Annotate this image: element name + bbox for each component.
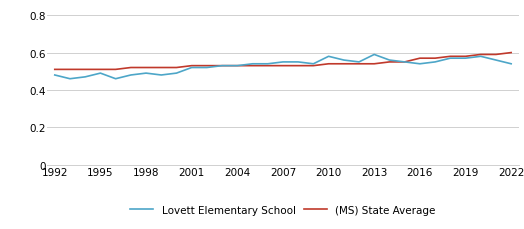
(MS) State Average <box>189 65 195 68</box>
Lovett Elementary School <box>128 74 134 77</box>
Lovett Elementary School <box>310 63 316 66</box>
(MS) State Average <box>265 65 271 68</box>
Lovett Elementary School <box>97 72 104 75</box>
(MS) State Average <box>204 65 210 68</box>
(MS) State Average <box>128 67 134 70</box>
(MS) State Average <box>371 63 377 66</box>
(MS) State Average <box>493 54 499 57</box>
(MS) State Average <box>67 69 73 71</box>
Lovett Elementary School <box>67 78 73 81</box>
(MS) State Average <box>234 65 241 68</box>
(MS) State Average <box>462 56 468 58</box>
Legend: Lovett Elementary School, (MS) State Average: Lovett Elementary School, (MS) State Ave… <box>130 205 435 215</box>
(MS) State Average <box>219 65 225 68</box>
(MS) State Average <box>386 61 392 64</box>
Lovett Elementary School <box>432 61 438 64</box>
(MS) State Average <box>341 63 347 66</box>
Lovett Elementary School <box>477 56 484 58</box>
Lovett Elementary School <box>401 61 408 64</box>
Lovett Elementary School <box>204 67 210 70</box>
(MS) State Average <box>280 65 286 68</box>
Lovett Elementary School <box>325 56 332 58</box>
(MS) State Average <box>173 67 180 70</box>
(MS) State Average <box>325 63 332 66</box>
Lovett Elementary School <box>447 57 453 60</box>
(MS) State Average <box>143 67 149 70</box>
(MS) State Average <box>447 56 453 58</box>
Lovett Elementary School <box>371 54 377 57</box>
(MS) State Average <box>249 65 256 68</box>
Lovett Elementary School <box>280 61 286 64</box>
(MS) State Average <box>82 69 89 71</box>
Lovett Elementary School <box>356 61 362 64</box>
(MS) State Average <box>158 67 165 70</box>
Lovett Elementary School <box>52 74 58 77</box>
(MS) State Average <box>432 57 438 60</box>
(MS) State Average <box>508 52 514 55</box>
(MS) State Average <box>401 61 408 64</box>
(MS) State Average <box>417 57 423 60</box>
(MS) State Average <box>310 65 316 68</box>
Lovett Elementary School <box>295 61 301 64</box>
(MS) State Average <box>52 69 58 71</box>
Lovett Elementary School <box>493 59 499 62</box>
Lovett Elementary School <box>417 63 423 66</box>
Lovett Elementary School <box>249 63 256 66</box>
Lovett Elementary School <box>341 59 347 62</box>
(MS) State Average <box>356 63 362 66</box>
Line: (MS) State Average: (MS) State Average <box>55 53 511 70</box>
Lovett Elementary School <box>82 76 89 79</box>
Lovett Elementary School <box>462 57 468 60</box>
Lovett Elementary School <box>143 72 149 75</box>
(MS) State Average <box>477 54 484 57</box>
Lovett Elementary School <box>219 65 225 68</box>
Lovett Elementary School <box>113 78 119 81</box>
Line: Lovett Elementary School: Lovett Elementary School <box>55 55 511 79</box>
Lovett Elementary School <box>386 59 392 62</box>
Lovett Elementary School <box>173 72 180 75</box>
(MS) State Average <box>295 65 301 68</box>
(MS) State Average <box>97 69 104 71</box>
Lovett Elementary School <box>265 63 271 66</box>
Lovett Elementary School <box>508 63 514 66</box>
Lovett Elementary School <box>189 67 195 70</box>
Lovett Elementary School <box>234 65 241 68</box>
Lovett Elementary School <box>158 74 165 77</box>
(MS) State Average <box>113 69 119 71</box>
